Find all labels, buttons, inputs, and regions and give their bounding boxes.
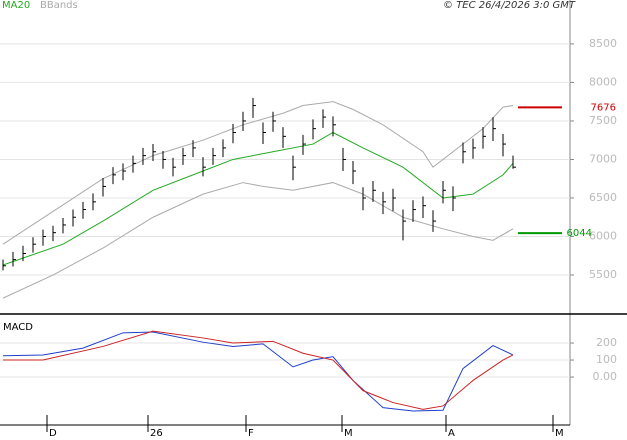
x-tick-label: D	[49, 428, 57, 439]
y-tick-label: 7000	[589, 152, 617, 165]
legend-ma20: MA20	[2, 0, 30, 11]
panel-title: MACD	[3, 322, 33, 333]
x-tick-label: 26	[150, 428, 163, 439]
line	[3, 330, 514, 410]
y-tick-label: 200	[596, 336, 617, 349]
x-tick-label: F	[248, 428, 254, 439]
copyright: © TEC 26/4/2026 3:0 GMT	[443, 0, 576, 11]
y-tick-label: 5500	[589, 268, 617, 281]
y-tick-label: 8000	[589, 75, 617, 88]
y-tick-label: 6500	[589, 191, 617, 204]
line	[2, 101, 514, 245]
y-tick-label: 6000	[589, 230, 617, 243]
level-label: 7676	[591, 102, 616, 113]
level-label: 6044	[567, 228, 592, 239]
x-tick-label: M	[344, 428, 353, 439]
line	[2, 182, 514, 299]
x-tick-label: M	[555, 428, 564, 439]
x-tick-label: A	[448, 428, 455, 439]
legend-bbands: BBands	[40, 0, 78, 11]
y-tick-label: 0.00	[593, 370, 618, 383]
y-tick-label: 100	[596, 353, 617, 366]
y-tick-label: 7500	[589, 114, 617, 127]
y-tick-label: 8500	[589, 37, 617, 50]
line	[2, 131, 514, 266]
